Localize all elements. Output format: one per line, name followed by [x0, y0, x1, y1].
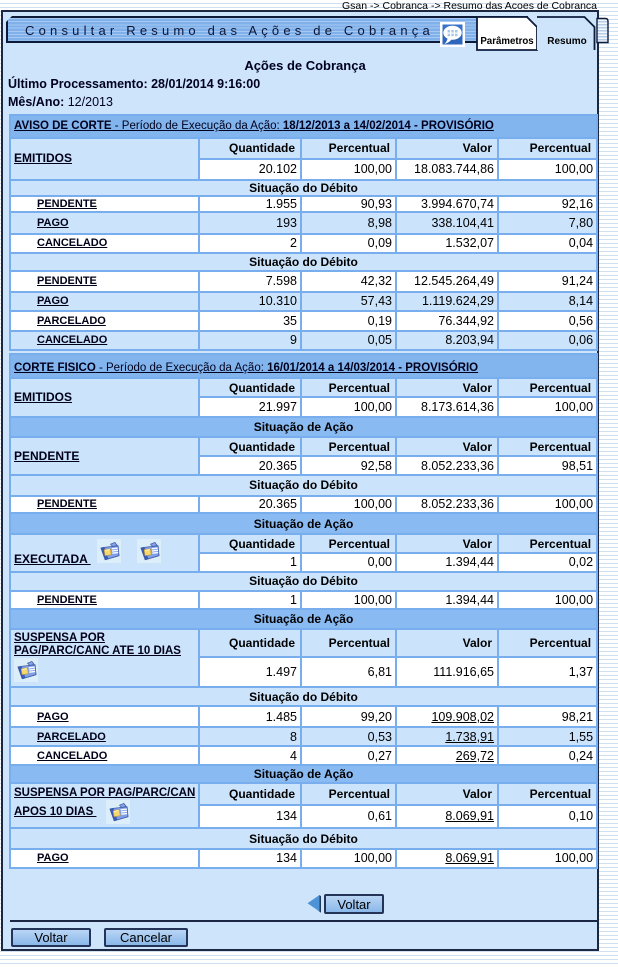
svg-text:Resumo: Resumo: [547, 36, 586, 47]
svg-text:Parâmetros: Parâmetros: [480, 36, 533, 47]
